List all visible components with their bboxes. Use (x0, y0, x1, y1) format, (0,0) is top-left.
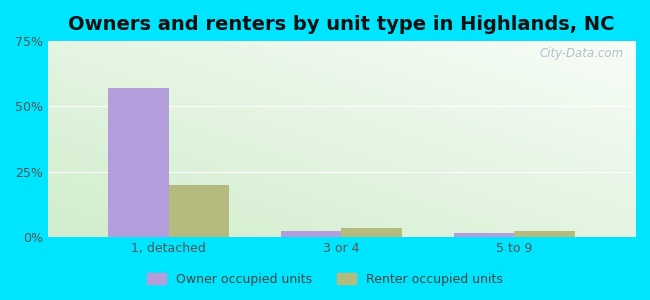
Bar (514, 231, 575, 237)
Bar (454, 233, 514, 237)
Title: Owners and renters by unit type in Highlands, NC: Owners and renters by unit type in Highl… (68, 15, 615, 34)
Bar (281, 231, 341, 237)
Legend: Owner occupied units, Renter occupied units: Owner occupied units, Renter occupied un… (142, 268, 508, 291)
Text: City-Data.com: City-Data.com (539, 47, 623, 60)
Bar (109, 88, 169, 237)
Bar (169, 185, 229, 237)
Bar (341, 228, 402, 237)
